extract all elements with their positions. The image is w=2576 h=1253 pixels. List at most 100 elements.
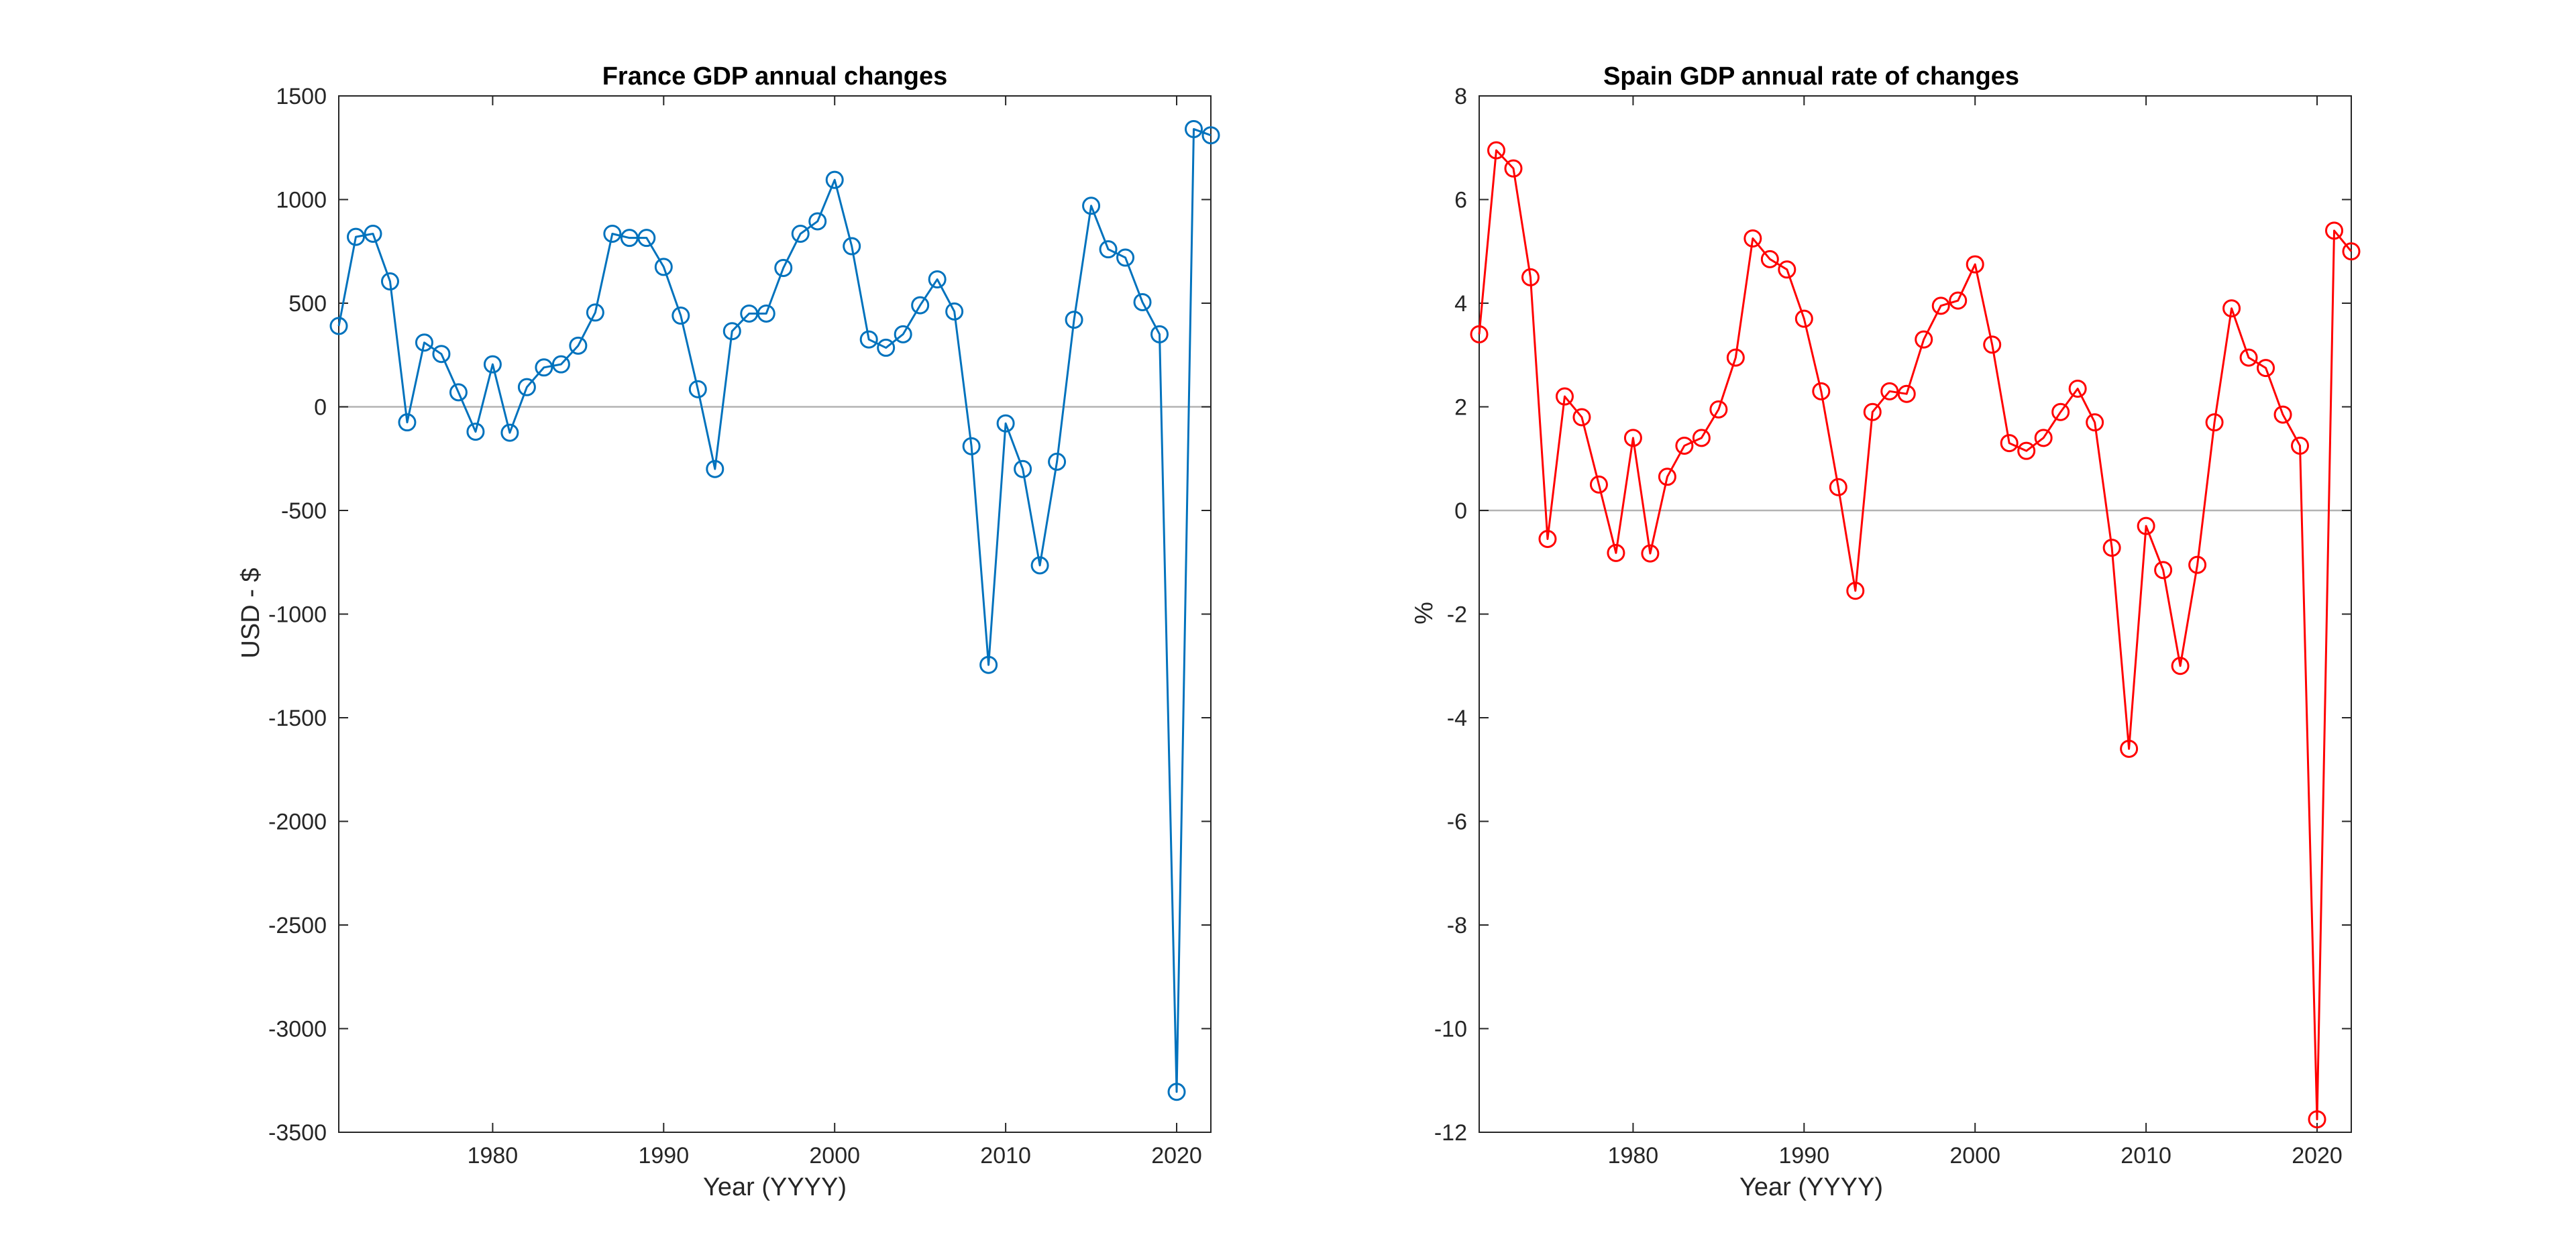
data-point-france-1971 <box>329 317 348 335</box>
y-tick-label: -3500 <box>268 1120 327 1146</box>
data-point-spain-1981 <box>1641 544 1660 563</box>
y-tick-label: -1000 <box>268 602 327 628</box>
y-tick-label: -3000 <box>268 1017 327 1042</box>
x-tick-label: 2020 <box>2292 1143 2343 1168</box>
data-point-france-1998 <box>791 224 810 243</box>
y-axis-label-france: USD - $ <box>237 567 265 658</box>
data-point-spain-2009 <box>2120 739 2139 758</box>
data-point-france-1999 <box>808 212 827 231</box>
data-point-france-2010 <box>996 414 1015 433</box>
data-point-spain-1984 <box>1692 429 1711 447</box>
data-point-france-2005 <box>911 296 930 315</box>
data-point-france-1990 <box>654 258 673 276</box>
data-point-france-2009 <box>979 655 998 674</box>
data-point-spain-2021 <box>2325 221 2344 240</box>
data-point-france-2006 <box>928 270 947 288</box>
data-point-spain-2008 <box>2102 539 2121 557</box>
data-point-france-1978 <box>449 383 468 402</box>
y-tick-label: -2500 <box>268 913 327 938</box>
data-point-france-2013 <box>1048 452 1067 471</box>
data-point-france-2012 <box>1030 556 1049 575</box>
data-point-spain-2014 <box>2205 413 2224 432</box>
y-tick-label: -12 <box>1434 1120 1467 1146</box>
data-point-france-2011 <box>1014 459 1032 478</box>
x-tick-label: 2010 <box>980 1143 1031 1168</box>
data-point-france-1994 <box>722 322 741 341</box>
data-point-france-1976 <box>415 333 433 352</box>
data-point-spain-1983 <box>1675 436 1694 455</box>
y-tick-label: 0 <box>314 395 327 421</box>
data-point-spain-1980 <box>1623 429 1642 447</box>
data-point-france-2017 <box>1116 248 1135 267</box>
y-tick-label: 4 <box>1454 291 1467 317</box>
y-tick-label: -6 <box>1447 810 1467 835</box>
data-point-spain-1998 <box>1931 296 1950 315</box>
y-tick-label: 0 <box>1454 498 1467 524</box>
data-point-france-1979 <box>466 423 485 441</box>
data-point-spain-1997 <box>1915 330 1933 349</box>
data-point-spain-2017 <box>2257 359 2275 378</box>
data-point-spain-1973 <box>1504 159 1523 178</box>
y-tick-label: -10 <box>1434 1017 1467 1042</box>
x-axis-label-france: Year (YYYY) <box>703 1173 847 1201</box>
data-point-spain-1994 <box>1863 402 1882 421</box>
data-point-spain-1974 <box>1521 268 1540 286</box>
data-point-france-2004 <box>894 325 912 343</box>
data-point-france-1987 <box>603 224 622 243</box>
x-tick-label: 1980 <box>468 1143 519 1168</box>
data-point-france-1996 <box>757 304 775 323</box>
data-point-spain-1976 <box>1555 387 1574 406</box>
x-tick-label: 1990 <box>1778 1143 1829 1168</box>
chart-france-gdp: 1980 1990 2000 2010 2020 -3500 -3000 -2500 -2000… <box>237 62 1220 1201</box>
data-point-spain-2012 <box>2171 657 2190 675</box>
data-point-spain-2000 <box>1966 255 1984 274</box>
data-point-spain-2007 <box>2086 413 2104 432</box>
x-tick-label: 2010 <box>2121 1143 2171 1168</box>
data-point-france-1985 <box>569 336 588 355</box>
y-tick-label: 2 <box>1454 395 1467 421</box>
data-point-france-1974 <box>380 272 399 291</box>
data-point-france-1975 <box>398 413 417 432</box>
plot-area-spain: 1980 1990 2000 2010 2020 -12 -10 -8 -6 -4 -2 0 2 4 6 8 <box>1434 84 2361 1168</box>
data-point-france-2003 <box>877 338 896 357</box>
data-point-spain-1992 <box>1829 478 1847 496</box>
y-tick-label: 500 <box>288 291 327 317</box>
data-point-spain-1996 <box>1897 384 1916 403</box>
y-tick-label: -2000 <box>268 810 327 835</box>
data-point-france-2008 <box>962 437 981 455</box>
data-point-spain-2002 <box>2000 434 2019 453</box>
data-point-spain-1989 <box>1778 260 1796 279</box>
data-point-france-2001 <box>843 237 861 256</box>
data-point-spain-1977 <box>1572 408 1591 427</box>
data-point-spain-1990 <box>1794 309 1813 328</box>
data-point-spain-2006 <box>2068 379 2087 398</box>
data-point-france-1977 <box>432 345 451 364</box>
data-point-france-1992 <box>688 380 707 398</box>
data-point-france-1973 <box>364 224 382 243</box>
data-point-spain-1986 <box>1726 348 1745 367</box>
data-point-france-1986 <box>586 303 604 322</box>
series-line-spain <box>1478 149 2353 1121</box>
data-point-spain-1985 <box>1709 400 1728 419</box>
data-point-france-2007 <box>945 302 964 321</box>
data-point-france-2019 <box>1150 325 1169 343</box>
data-point-spain-2003 <box>2017 441 2036 460</box>
y-tick-label: -500 <box>281 498 327 524</box>
x-tick-label: 2000 <box>1949 1143 2000 1168</box>
y-tick-label: 6 <box>1454 188 1467 213</box>
data-point-france-1991 <box>672 307 690 325</box>
data-point-france-1993 <box>706 459 724 478</box>
data-point-spain-2004 <box>2034 429 2053 447</box>
data-point-france-1989 <box>637 229 656 248</box>
data-point-france-1984 <box>551 355 570 374</box>
data-point-spain-2019 <box>2291 436 2310 455</box>
x-axis-label-spain: Year (YYYY) <box>1739 1173 1883 1201</box>
data-point-spain-2010 <box>2137 516 2155 535</box>
data-point-spain-1993 <box>1846 582 1865 600</box>
series-line-france <box>337 127 1212 1093</box>
data-point-spain-1971 <box>1470 325 1489 343</box>
data-point-france-1982 <box>517 378 536 396</box>
y-tick-label: -2 <box>1447 602 1467 628</box>
data-point-france-2022 <box>1201 126 1220 145</box>
